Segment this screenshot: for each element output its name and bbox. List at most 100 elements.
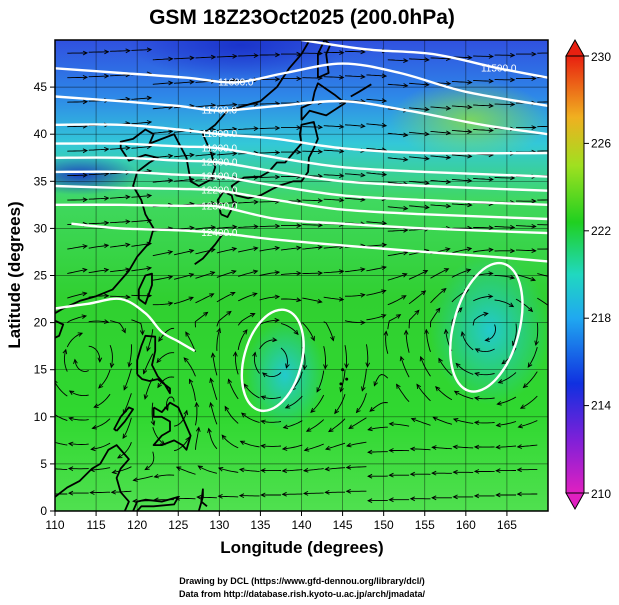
streamline-arrowhead: [317, 222, 324, 228]
streamline-arrowhead: [239, 440, 246, 445]
streamline-arrowhead: [381, 265, 387, 271]
streamline-arrowhead: [81, 314, 88, 319]
streamline: [194, 312, 208, 328]
streamline: [173, 410, 188, 427]
streamline: [366, 244, 387, 247]
streamline-arrowhead: [495, 422, 501, 428]
streamline: [323, 296, 344, 300]
contour-line: [55, 156, 548, 192]
streamline-arrowhead: [435, 307, 441, 313]
streamline: [430, 106, 451, 109]
streamline: [310, 394, 325, 413]
streamline-arrowhead: [488, 294, 494, 299]
streamline: [430, 130, 451, 134]
streamline-arrowhead: [67, 490, 74, 496]
streamline-arrowhead: [473, 420, 480, 426]
streamline: [216, 104, 237, 107]
streamline-arrowhead: [144, 465, 150, 471]
coastline: [194, 232, 225, 265]
streamline: [325, 442, 346, 450]
x-tick-label: 150: [374, 518, 394, 532]
streamline-arrowhead: [209, 293, 215, 298]
streamline-arrowhead: [317, 124, 324, 130]
streamline: [152, 58, 173, 61]
streamline: [152, 130, 173, 134]
streamline-arrowhead: [296, 270, 302, 276]
streamline: [346, 441, 367, 447]
streamline-arrowhead: [275, 174, 281, 180]
streamline-arrowhead: [403, 83, 409, 88]
streamline-arrowhead: [209, 401, 214, 408]
streamline-arrowhead: [360, 292, 366, 298]
streamline-arrowhead: [381, 314, 387, 319]
streamline-arrowhead: [89, 490, 95, 495]
colorbar-top-arrow: [565, 38, 585, 57]
streamline: [451, 154, 472, 157]
streamline-arrowhead: [445, 81, 452, 86]
streamline: [518, 420, 538, 428]
streamline-arrowhead: [296, 76, 302, 82]
streamline: [497, 396, 517, 405]
streamline: [368, 426, 388, 431]
contour-label: 11500.0: [481, 63, 517, 74]
anticyclone-east-field: [430, 255, 548, 405]
streamline: [416, 384, 431, 402]
streamline-arrowhead: [403, 157, 409, 162]
geopotential-contours: 11500.0 11600.0 11700.0 11800.0 11900.0 12000…: [55, 40, 548, 413]
streamline-arrowhead: [553, 100, 557, 104]
streamline-arrowhead: [424, 204, 430, 210]
streamline-arrowhead: [473, 469, 480, 474]
streamline-arrowhead: [253, 53, 259, 58]
x-tick-label: 110: [45, 518, 64, 532]
streamline-arrowhead: [196, 494, 202, 500]
streamline-arrowhead: [250, 313, 256, 318]
streamline: [216, 328, 221, 351]
contour-line: [55, 142, 548, 178]
streamline: [387, 206, 408, 210]
streamline: [216, 55, 237, 58]
streamline: [430, 57, 451, 60]
streamline: [55, 414, 68, 422]
streamline: [131, 195, 152, 198]
streamline: [396, 384, 410, 403]
streamline: [473, 227, 493, 229]
streamline: [438, 358, 453, 376]
streamline-arrowhead: [146, 193, 153, 199]
streamline-arrowhead: [522, 383, 528, 389]
credit-drawing: Drawing by DCL (https://www.gfd-dennou.o…: [179, 576, 425, 586]
y-axis-label: Latitude (degrees): [5, 201, 24, 348]
streamline-arrowhead: [189, 55, 195, 61]
coastline: [137, 272, 153, 305]
streamline-arrowhead: [452, 469, 458, 475]
streamline-arrowhead: [445, 155, 452, 160]
streamline: [323, 321, 334, 341]
coastline: [136, 334, 171, 395]
streamline-arrowhead: [553, 223, 557, 227]
streamline-arrowhead: [260, 395, 267, 401]
streamline: [283, 420, 303, 429]
streamline-arrowhead: [531, 125, 537, 130]
streamline-arrowhead: [424, 106, 430, 112]
streamline: [238, 247, 258, 253]
streamline: [88, 244, 109, 249]
streamline: [109, 345, 113, 368]
streamline-arrowhead: [125, 145, 131, 151]
streamline: [485, 324, 496, 341]
streamline: [238, 201, 258, 204]
colorbar-tick-label: 214: [591, 399, 611, 413]
streamline-arrowhead: [189, 248, 195, 254]
coastline: [55, 444, 130, 511]
streamline-arrowhead: [224, 405, 230, 412]
streamline: [387, 314, 401, 330]
streamline-arrowhead: [531, 224, 537, 229]
streamline: [344, 320, 365, 324]
streamline-arrowhead: [90, 446, 96, 452]
streamline: [152, 82, 173, 85]
streamline-arrowhead: [232, 151, 238, 156]
streamline-arrowhead: [275, 52, 281, 58]
streamline: [67, 245, 87, 250]
streamline-arrowhead: [117, 453, 123, 459]
streamline-arrowhead: [388, 497, 394, 503]
coastline: [216, 190, 235, 218]
streamline-arrowhead: [355, 408, 361, 414]
